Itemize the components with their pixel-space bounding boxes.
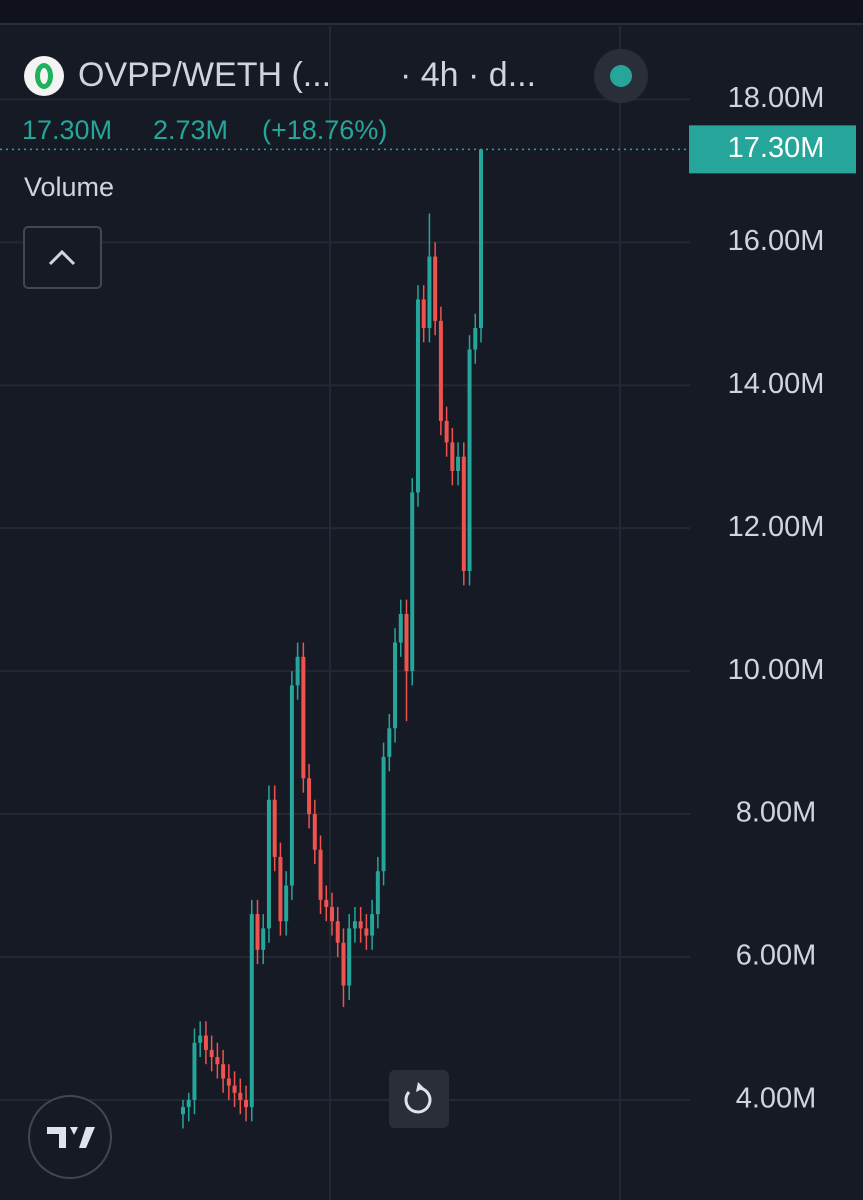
top-strip (0, 0, 863, 24)
candle-body (278, 856, 283, 922)
reset-arrow (416, 1082, 424, 1092)
candle-body (266, 799, 271, 929)
symbol-title: OVPP/WETH (... (78, 56, 331, 94)
candle-body (456, 456, 461, 471)
candle-body (203, 1035, 208, 1050)
candle-body (398, 613, 403, 643)
candle-body (244, 1099, 249, 1108)
candle-body (444, 420, 449, 443)
candle-body (415, 299, 420, 493)
candle-body (364, 928, 369, 936)
candle-body (215, 1057, 220, 1065)
logo-button[interactable] (28, 1095, 112, 1179)
header-last: 17.30M (22, 115, 112, 145)
y-tick-label: 14.00M (728, 368, 825, 400)
candle-body (473, 328, 478, 350)
candle-body (358, 921, 363, 929)
candle-body (221, 1064, 226, 1079)
candle-body (255, 914, 260, 950)
interval: · 4h · d... (400, 56, 536, 94)
candle-body (181, 1107, 185, 1115)
candle-body (324, 899, 329, 907)
caret-icon (48, 249, 76, 266)
candle-body (433, 256, 438, 321)
status-dot (610, 65, 632, 87)
reset-button[interactable] (389, 1070, 449, 1128)
candle-body (375, 871, 380, 915)
y-tick-label: 4.00M (736, 1083, 817, 1115)
candle-body (312, 814, 317, 850)
candle-body (370, 914, 375, 936)
candle-body (410, 492, 415, 672)
y-tick-label: 12.00M (728, 511, 825, 543)
last-price-label: 17.30M (728, 132, 825, 164)
last-price-box (689, 125, 856, 174)
plot-layer: 4.00M 6.00M 8.00M 10.00M 12.00M 14.00M 16.00M 1… (0, 82, 856, 1129)
candle-body (226, 1078, 231, 1086)
y-tick-label: 10.00M (728, 654, 825, 686)
candle-body (393, 642, 398, 729)
candle-body (261, 928, 266, 950)
candle-body (284, 885, 289, 922)
y-tick-label: 6.00M (736, 940, 817, 972)
candle-body (347, 928, 352, 986)
candle-body (209, 1049, 214, 1058)
candle-body (318, 849, 323, 900)
candle-body (232, 1085, 237, 1093)
y-tick-label: 8.00M (736, 797, 817, 829)
candle-body (330, 906, 334, 922)
candle-body (387, 728, 392, 757)
logo-icon (47, 1127, 95, 1148)
collapse-button[interactable] (23, 226, 102, 289)
candle-body (198, 1035, 203, 1043)
candle-body (341, 942, 346, 986)
candle-body (421, 299, 426, 329)
y-tick-label: 18.00M (728, 82, 825, 114)
candle-body (307, 778, 312, 815)
candle-body (438, 320, 443, 421)
candle-body (249, 914, 254, 1108)
candle-body (295, 656, 300, 686)
candle-body (427, 256, 432, 329)
candle-body (335, 921, 340, 943)
candle-body (272, 799, 277, 857)
candle-body (404, 613, 409, 672)
candle-body (352, 921, 357, 929)
indicator-label: Volume (24, 172, 114, 202)
candle-body (186, 1099, 191, 1108)
header-change: 2.73M (153, 115, 228, 145)
candle-body (381, 756, 386, 872)
header-change-pct: (+18.76%) (262, 115, 387, 145)
candle-body (192, 1042, 197, 1100)
reset-icon (404, 1086, 432, 1114)
candle-body (461, 456, 466, 572)
candle-body (301, 656, 306, 779)
candle-body (450, 442, 455, 471)
candle-body (289, 685, 294, 886)
token-icon-core (40, 68, 48, 84)
candle-body (238, 1092, 243, 1100)
y-tick-label: 16.00M (728, 225, 825, 257)
candle-body (467, 349, 472, 572)
candle-body (479, 149, 483, 329)
